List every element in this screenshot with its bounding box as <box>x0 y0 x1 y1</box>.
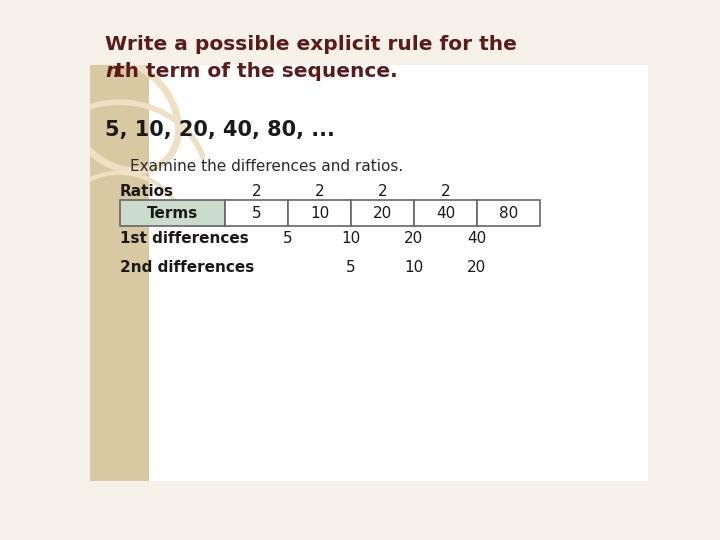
Text: Terms: Terms <box>147 206 198 220</box>
Text: 10: 10 <box>310 206 329 220</box>
Text: Examine the differences and ratios.: Examine the differences and ratios. <box>130 159 403 174</box>
Text: 10: 10 <box>405 260 423 274</box>
Text: 5: 5 <box>252 206 261 220</box>
Text: 40: 40 <box>436 206 455 220</box>
Text: 20: 20 <box>373 206 392 220</box>
Text: Ratios: Ratios <box>120 185 174 199</box>
Text: 1st differences: 1st differences <box>120 232 248 246</box>
Text: 2: 2 <box>252 185 261 199</box>
Text: th term of the sequence.: th term of the sequence. <box>115 62 397 81</box>
Bar <box>148 65 648 481</box>
Text: 5: 5 <box>346 260 356 274</box>
Text: Write a possible explicit rule for the: Write a possible explicit rule for the <box>105 35 517 54</box>
Text: n: n <box>105 62 120 81</box>
Text: 2nd differences: 2nd differences <box>120 260 254 274</box>
Text: 2: 2 <box>315 185 324 199</box>
Text: 5: 5 <box>283 232 293 246</box>
Text: 20: 20 <box>405 232 423 246</box>
Bar <box>90 65 148 481</box>
Text: 2: 2 <box>378 185 387 199</box>
Text: 20: 20 <box>467 260 487 274</box>
Text: 80: 80 <box>499 206 518 220</box>
Text: 40: 40 <box>467 232 487 246</box>
Text: 2: 2 <box>441 185 450 199</box>
Text: 5, 10, 20, 40, 80, ...: 5, 10, 20, 40, 80, ... <box>105 120 335 140</box>
Text: 10: 10 <box>341 232 361 246</box>
